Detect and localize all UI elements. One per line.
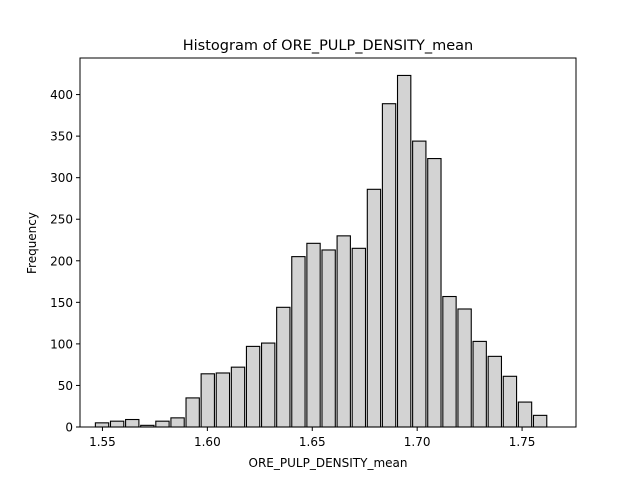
histogram-bar-20 — [381, 103, 397, 428]
histogram-bar-9 — [215, 372, 231, 428]
y-tick-label-9: 400 — [50, 88, 73, 102]
histogram-bar-2 — [109, 420, 125, 428]
histogram-bar-6 — [170, 417, 185, 428]
y-tick-label-6: 250 — [50, 213, 73, 227]
y-axis-label: Frequency — [25, 212, 39, 274]
histogram-bar-25 — [457, 308, 472, 428]
y-tick-label-2: 50 — [58, 379, 73, 393]
histogram-bar-29 — [517, 401, 533, 428]
histogram-bar-19 — [366, 188, 382, 428]
histogram-bar-8 — [200, 373, 215, 428]
histogram-bar-28 — [502, 375, 518, 428]
chart-title: Histogram of ORE_PULP_DENSITY_mean — [183, 38, 473, 54]
y-tick-label-1: 0 — [65, 421, 73, 435]
histogram-bar-15 — [306, 242, 321, 428]
histogram-bar-22 — [412, 140, 427, 428]
histogram-bar-23 — [427, 158, 442, 428]
histogram-bar-11 — [245, 345, 261, 428]
x-tick-label-5: 1.75 — [509, 435, 536, 449]
histogram-bar-14 — [291, 256, 306, 428]
x-tick-label-4: 1.70 — [404, 435, 431, 449]
y-tick-label-3: 100 — [50, 337, 73, 351]
y-tick-label-7: 300 — [50, 171, 73, 185]
x-axis-ticks: 1.55 1.60 1.65 1.70 1.75 — [89, 427, 535, 449]
histogram-bar-21 — [396, 74, 412, 428]
histogram-bar-18 — [351, 247, 367, 428]
plot-frame — [79, 57, 577, 428]
y-tick-label-4: 150 — [50, 296, 73, 310]
histogram-bar-17 — [336, 235, 351, 428]
x-tick-label-2: 1.60 — [194, 435, 221, 449]
x-tick-label-3: 1.65 — [299, 435, 326, 449]
y-axis-ticks: 0 50 100 150 200 250 300 350 400 — [50, 88, 80, 435]
histogram-bar-30 — [532, 414, 548, 428]
histogram-bar-1 — [94, 422, 110, 428]
histogram-bar-13 — [276, 306, 291, 428]
histogram-bar-3 — [125, 418, 140, 428]
histogram-bar-27 — [487, 355, 503, 428]
histogram-bar-16 — [321, 249, 336, 428]
y-tick-label-5: 200 — [50, 254, 73, 268]
histogram-bar-12 — [260, 342, 276, 428]
y-tick-label-8: 350 — [50, 130, 73, 144]
x-axis-label: ORE_PULP_DENSITY_mean — [249, 456, 408, 470]
histogram-bar-24 — [442, 295, 457, 428]
x-tick-label-1: 1.55 — [89, 435, 116, 449]
bars-group — [94, 74, 548, 428]
histogram-bar-5 — [155, 420, 170, 428]
histogram-bar-10 — [230, 366, 246, 428]
histogram-bar-26 — [472, 340, 487, 428]
histogram-bar-7 — [185, 397, 200, 428]
